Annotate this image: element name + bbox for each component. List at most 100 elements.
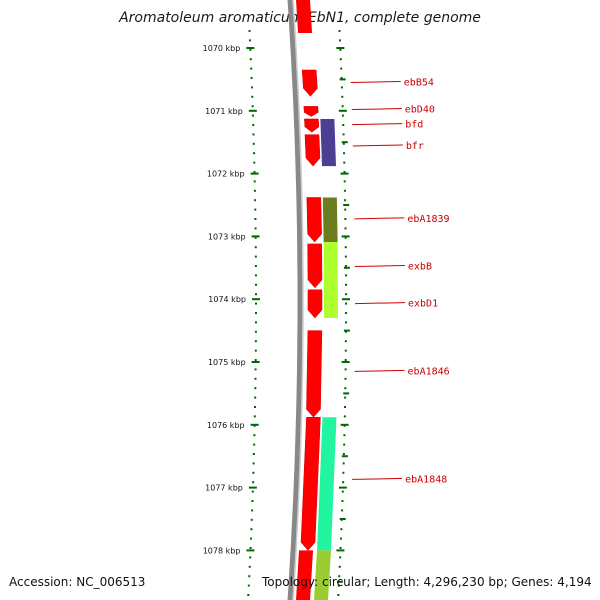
gene-arrow [300,417,321,551]
ruler-dot [341,500,344,502]
ruler-dot [249,48,252,51]
ruler-dot [252,133,255,136]
ruler-dot [341,490,344,493]
annotation-block [314,550,332,600]
gene-leader-line [352,144,403,147]
ruler-minor-tick [343,266,350,269]
ruler-dot [344,293,347,296]
ruler-dot [248,565,251,568]
ruler-dot [343,180,346,183]
ruler-tick [246,47,255,49]
ruler-dot [253,415,256,418]
ruler-dot [340,86,343,89]
ruler-dot [250,67,253,70]
gene-leader-line [351,108,402,111]
ruler-dot [340,67,343,70]
ruler-dot [341,114,344,117]
ruler-tick-label: 1074 kbp [208,295,246,304]
ruler-tick-label: 1075 kbp [208,358,246,367]
ruler-dot [254,302,257,305]
ruler-dot [344,321,347,324]
ruler-dot [254,255,257,258]
ruler-dot [252,481,255,484]
ruler-minor-tick [339,518,346,520]
ruler-dot [338,575,341,578]
ruler-minor-tick [336,580,343,583]
ruler-minor-tick [343,392,350,395]
ruler-dot [254,293,257,296]
ruler-dot [251,490,254,493]
gene-leader-line [354,302,406,305]
gene-label: exbD1 [408,299,438,310]
ruler-dot [342,124,345,126]
gene-label: ebA1839 [407,214,449,225]
ruler-dot [254,208,257,211]
annotation-block [323,242,338,319]
context-gene [296,0,313,33]
ruler-dot [253,171,256,173]
ruler-dot [253,434,256,437]
ruler-dot [250,86,253,89]
gene-arrow [303,106,319,117]
ruler-dot [247,584,250,587]
ruler-dot [344,396,347,399]
gene-label-layer: ebB54 ebD40 bfd bfr ebA1839 exbB exbD1 ebA1846 e… [350,78,450,485]
ruler-dot [249,537,252,540]
ruler-minor-tick [343,329,350,332]
genome-backbone [287,0,303,600]
ruler-dot [340,77,343,79]
ruler-tick [341,235,350,238]
ruler-dot [254,246,257,249]
ruler-dot [254,274,257,277]
gene-arrow [304,134,321,167]
ruler-dot [251,509,254,512]
ruler-dot [343,161,346,164]
gene-arrow [307,289,323,319]
ruler-dot [338,30,341,32]
ruler-dot [344,265,347,267]
ruler-dot [253,152,256,155]
ruler-dot [343,152,346,155]
topology-text: Topology: circular; Length: 4,296,230 bp… [262,575,592,589]
ruler-dot [254,321,257,324]
ruler-dot [340,528,343,531]
ruler-dot [254,377,257,380]
ruler-tick-label: 1072 kbp [207,170,245,179]
ruler-dot [253,161,256,164]
ruler-minor-tick [341,455,348,458]
ruler-dot [248,575,251,578]
ruler-dot [341,95,344,98]
context-gene [296,550,314,600]
ruler-dot [344,340,347,343]
ruler-dot [344,349,347,352]
ruler-dot [343,189,346,192]
gene-leader-line [352,123,403,126]
ruler-dot [254,312,257,314]
ruler-tick-label: 1078 kbp [203,546,241,555]
gene-label: bfr [406,141,424,152]
ruler-minor-tick [343,204,350,206]
ruler-dot [254,227,257,230]
ruler-dot [254,340,257,343]
ruler-dot [338,39,341,42]
gene-arrow [307,243,323,289]
ruler-dot [343,443,346,446]
ruler-dot [252,462,255,465]
ruler-dot [253,189,256,192]
ruler-dot [254,368,257,371]
ruler-dot [252,124,255,126]
ruler-dot [249,547,252,549]
annotation-block [322,197,338,243]
ruler-dot [339,48,342,51]
annotation-block [317,417,337,551]
ruler-dot [339,537,342,540]
gene-leader-line [350,81,401,84]
ruler-tick [340,423,349,426]
ruler-dot [252,453,255,455]
ruler-dot [250,77,253,79]
ruler-dot [344,208,347,211]
ruler-dot [344,368,347,371]
ruler-dot [342,471,345,474]
gene-leader-line [352,477,403,480]
